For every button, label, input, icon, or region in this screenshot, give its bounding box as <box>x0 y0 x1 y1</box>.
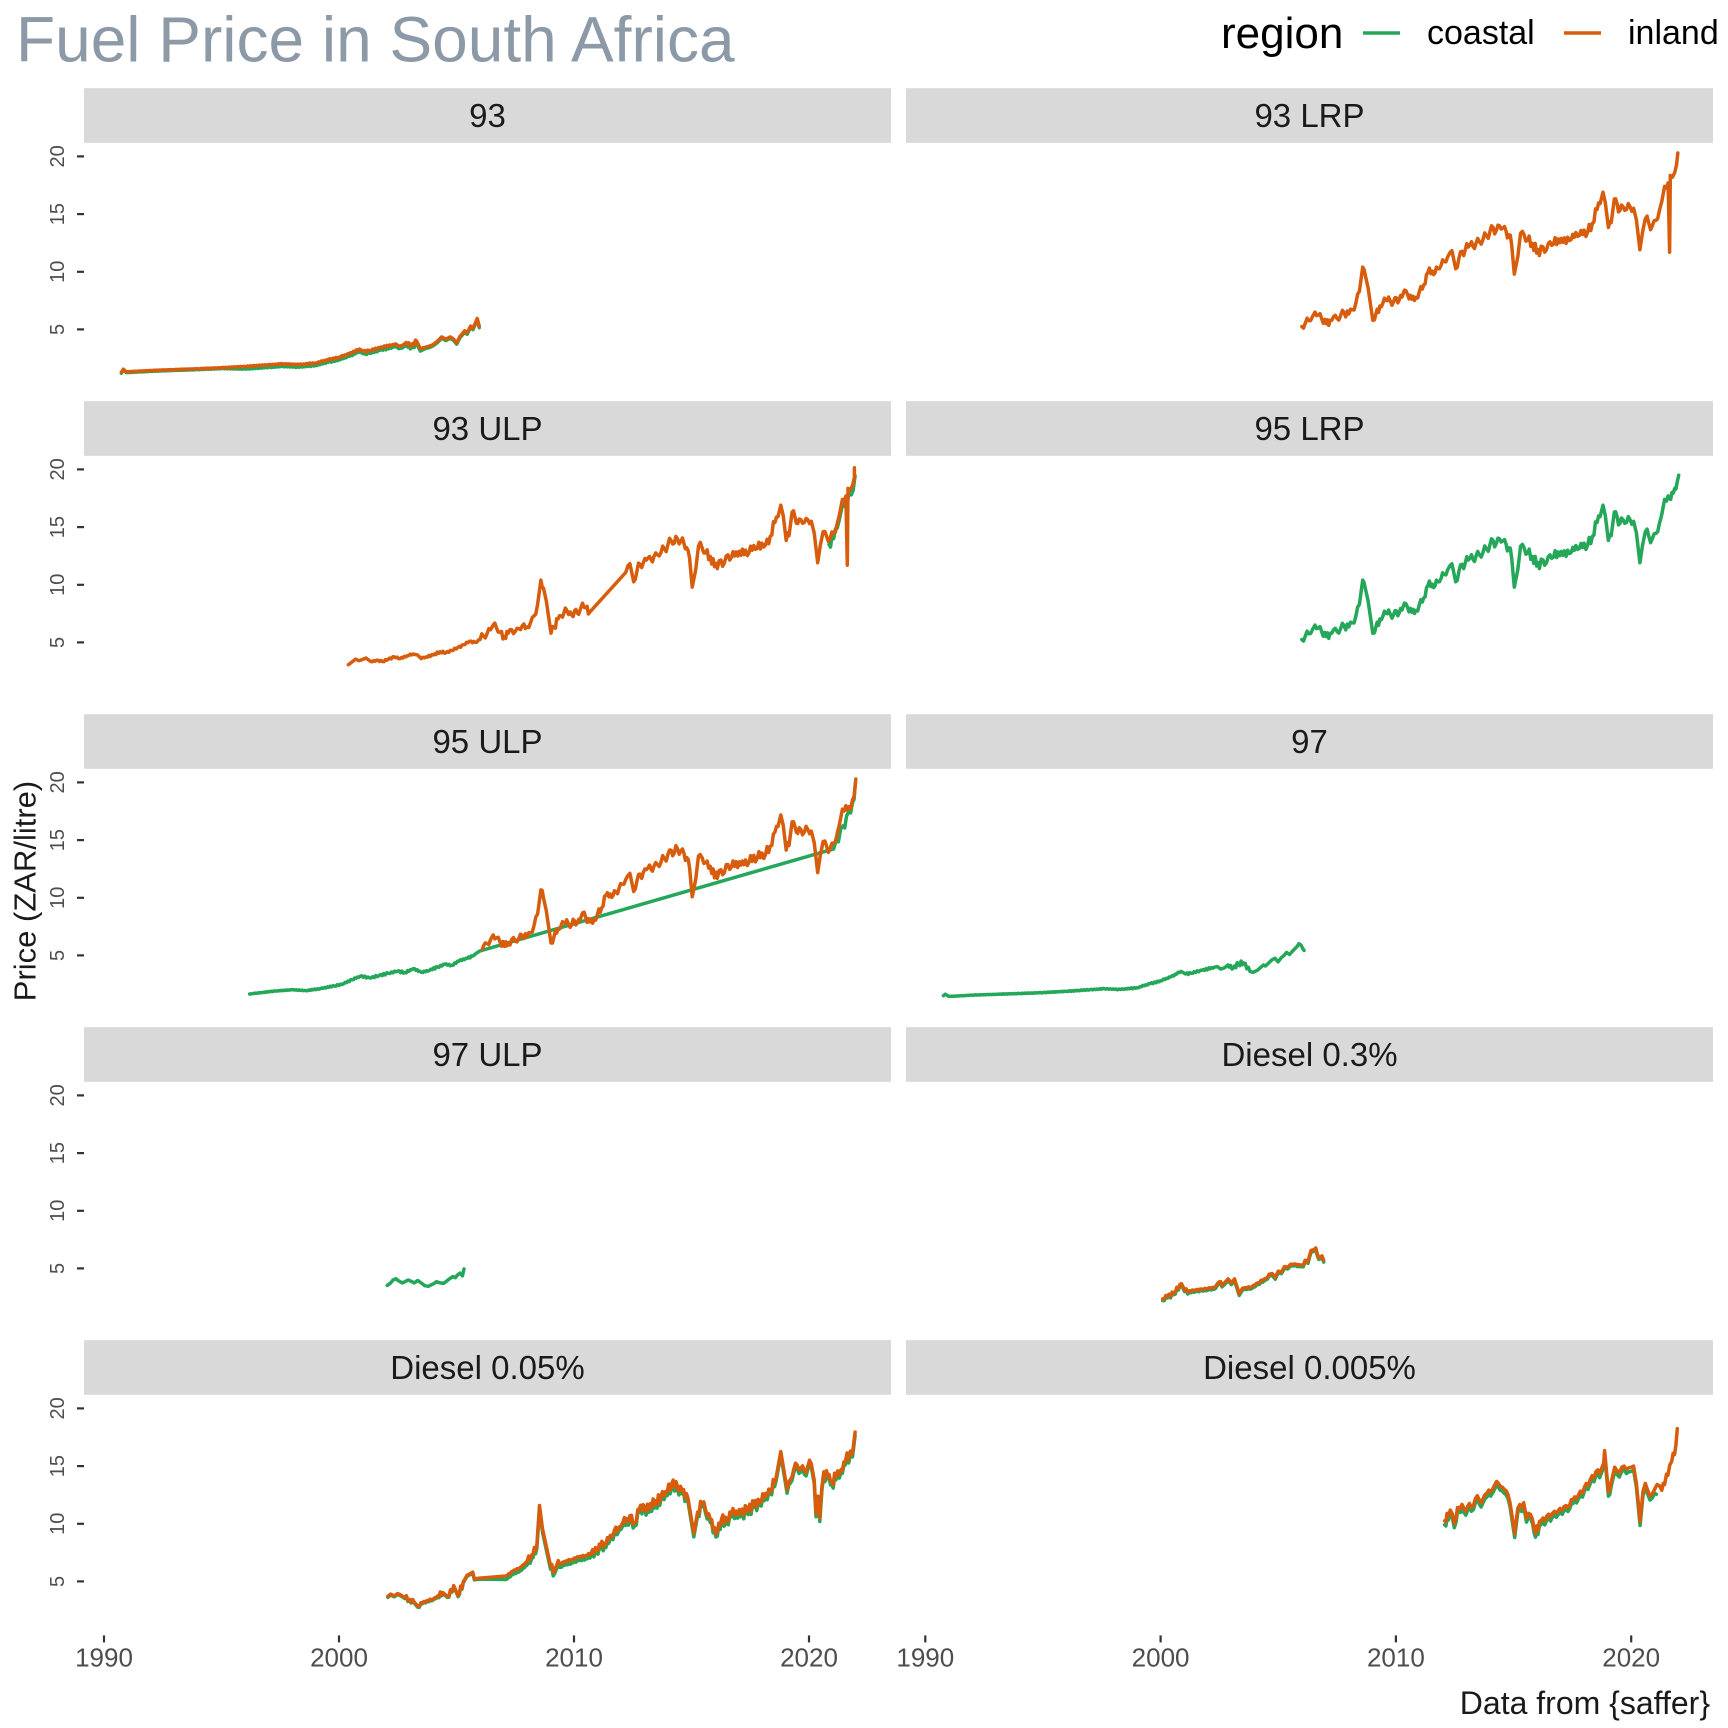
svg-text:Fuel Price in South Africa: Fuel Price in South Africa <box>16 4 735 76</box>
svg-text:10: 10 <box>47 1200 69 1222</box>
svg-text:2010: 2010 <box>545 1642 603 1672</box>
svg-text:inland: inland <box>1628 14 1719 52</box>
svg-text:2000: 2000 <box>310 1642 368 1672</box>
svg-text:20: 20 <box>47 145 69 167</box>
svg-text:93 ULP: 93 ULP <box>432 410 542 447</box>
svg-text:Diesel 0.05%: Diesel 0.05% <box>390 1349 584 1386</box>
svg-text:97: 97 <box>1291 723 1328 760</box>
svg-text:20: 20 <box>47 1084 69 1106</box>
svg-text:Data from {saffer}: Data from {saffer} <box>1460 1685 1711 1721</box>
svg-text:15: 15 <box>47 1142 69 1164</box>
svg-text:10: 10 <box>47 574 69 596</box>
svg-text:2020: 2020 <box>1602 1642 1660 1672</box>
svg-text:5: 5 <box>47 637 69 648</box>
svg-text:2010: 2010 <box>1367 1642 1425 1672</box>
svg-text:2020: 2020 <box>780 1642 838 1672</box>
svg-text:5: 5 <box>47 1576 69 1587</box>
svg-text:10: 10 <box>47 261 69 283</box>
svg-text:10: 10 <box>47 887 69 909</box>
svg-text:15: 15 <box>47 829 69 851</box>
svg-text:20: 20 <box>47 771 69 793</box>
svg-text:95 ULP: 95 ULP <box>432 723 542 760</box>
svg-text:95 LRP: 95 LRP <box>1254 410 1364 447</box>
svg-text:region: region <box>1221 9 1343 58</box>
svg-text:Diesel 0.3%: Diesel 0.3% <box>1221 1036 1397 1073</box>
svg-text:1990: 1990 <box>75 1642 133 1672</box>
svg-text:coastal: coastal <box>1427 14 1535 52</box>
svg-text:5: 5 <box>47 1263 69 1274</box>
svg-text:2000: 2000 <box>1132 1642 1190 1672</box>
svg-text:97 ULP: 97 ULP <box>432 1036 542 1073</box>
svg-text:1990: 1990 <box>896 1642 954 1672</box>
svg-text:5: 5 <box>47 950 69 961</box>
svg-text:15: 15 <box>47 516 69 538</box>
svg-text:Diesel 0.005%: Diesel 0.005% <box>1203 1349 1416 1386</box>
svg-text:20: 20 <box>47 1397 69 1419</box>
svg-text:20: 20 <box>47 458 69 480</box>
svg-text:15: 15 <box>47 203 69 225</box>
svg-text:93: 93 <box>469 97 506 134</box>
svg-text:Price (ZAR/litre): Price (ZAR/litre) <box>8 781 43 1001</box>
svg-text:5: 5 <box>47 324 69 335</box>
svg-text:93 LRP: 93 LRP <box>1254 97 1364 134</box>
svg-text:15: 15 <box>47 1455 69 1477</box>
svg-text:10: 10 <box>47 1513 69 1535</box>
